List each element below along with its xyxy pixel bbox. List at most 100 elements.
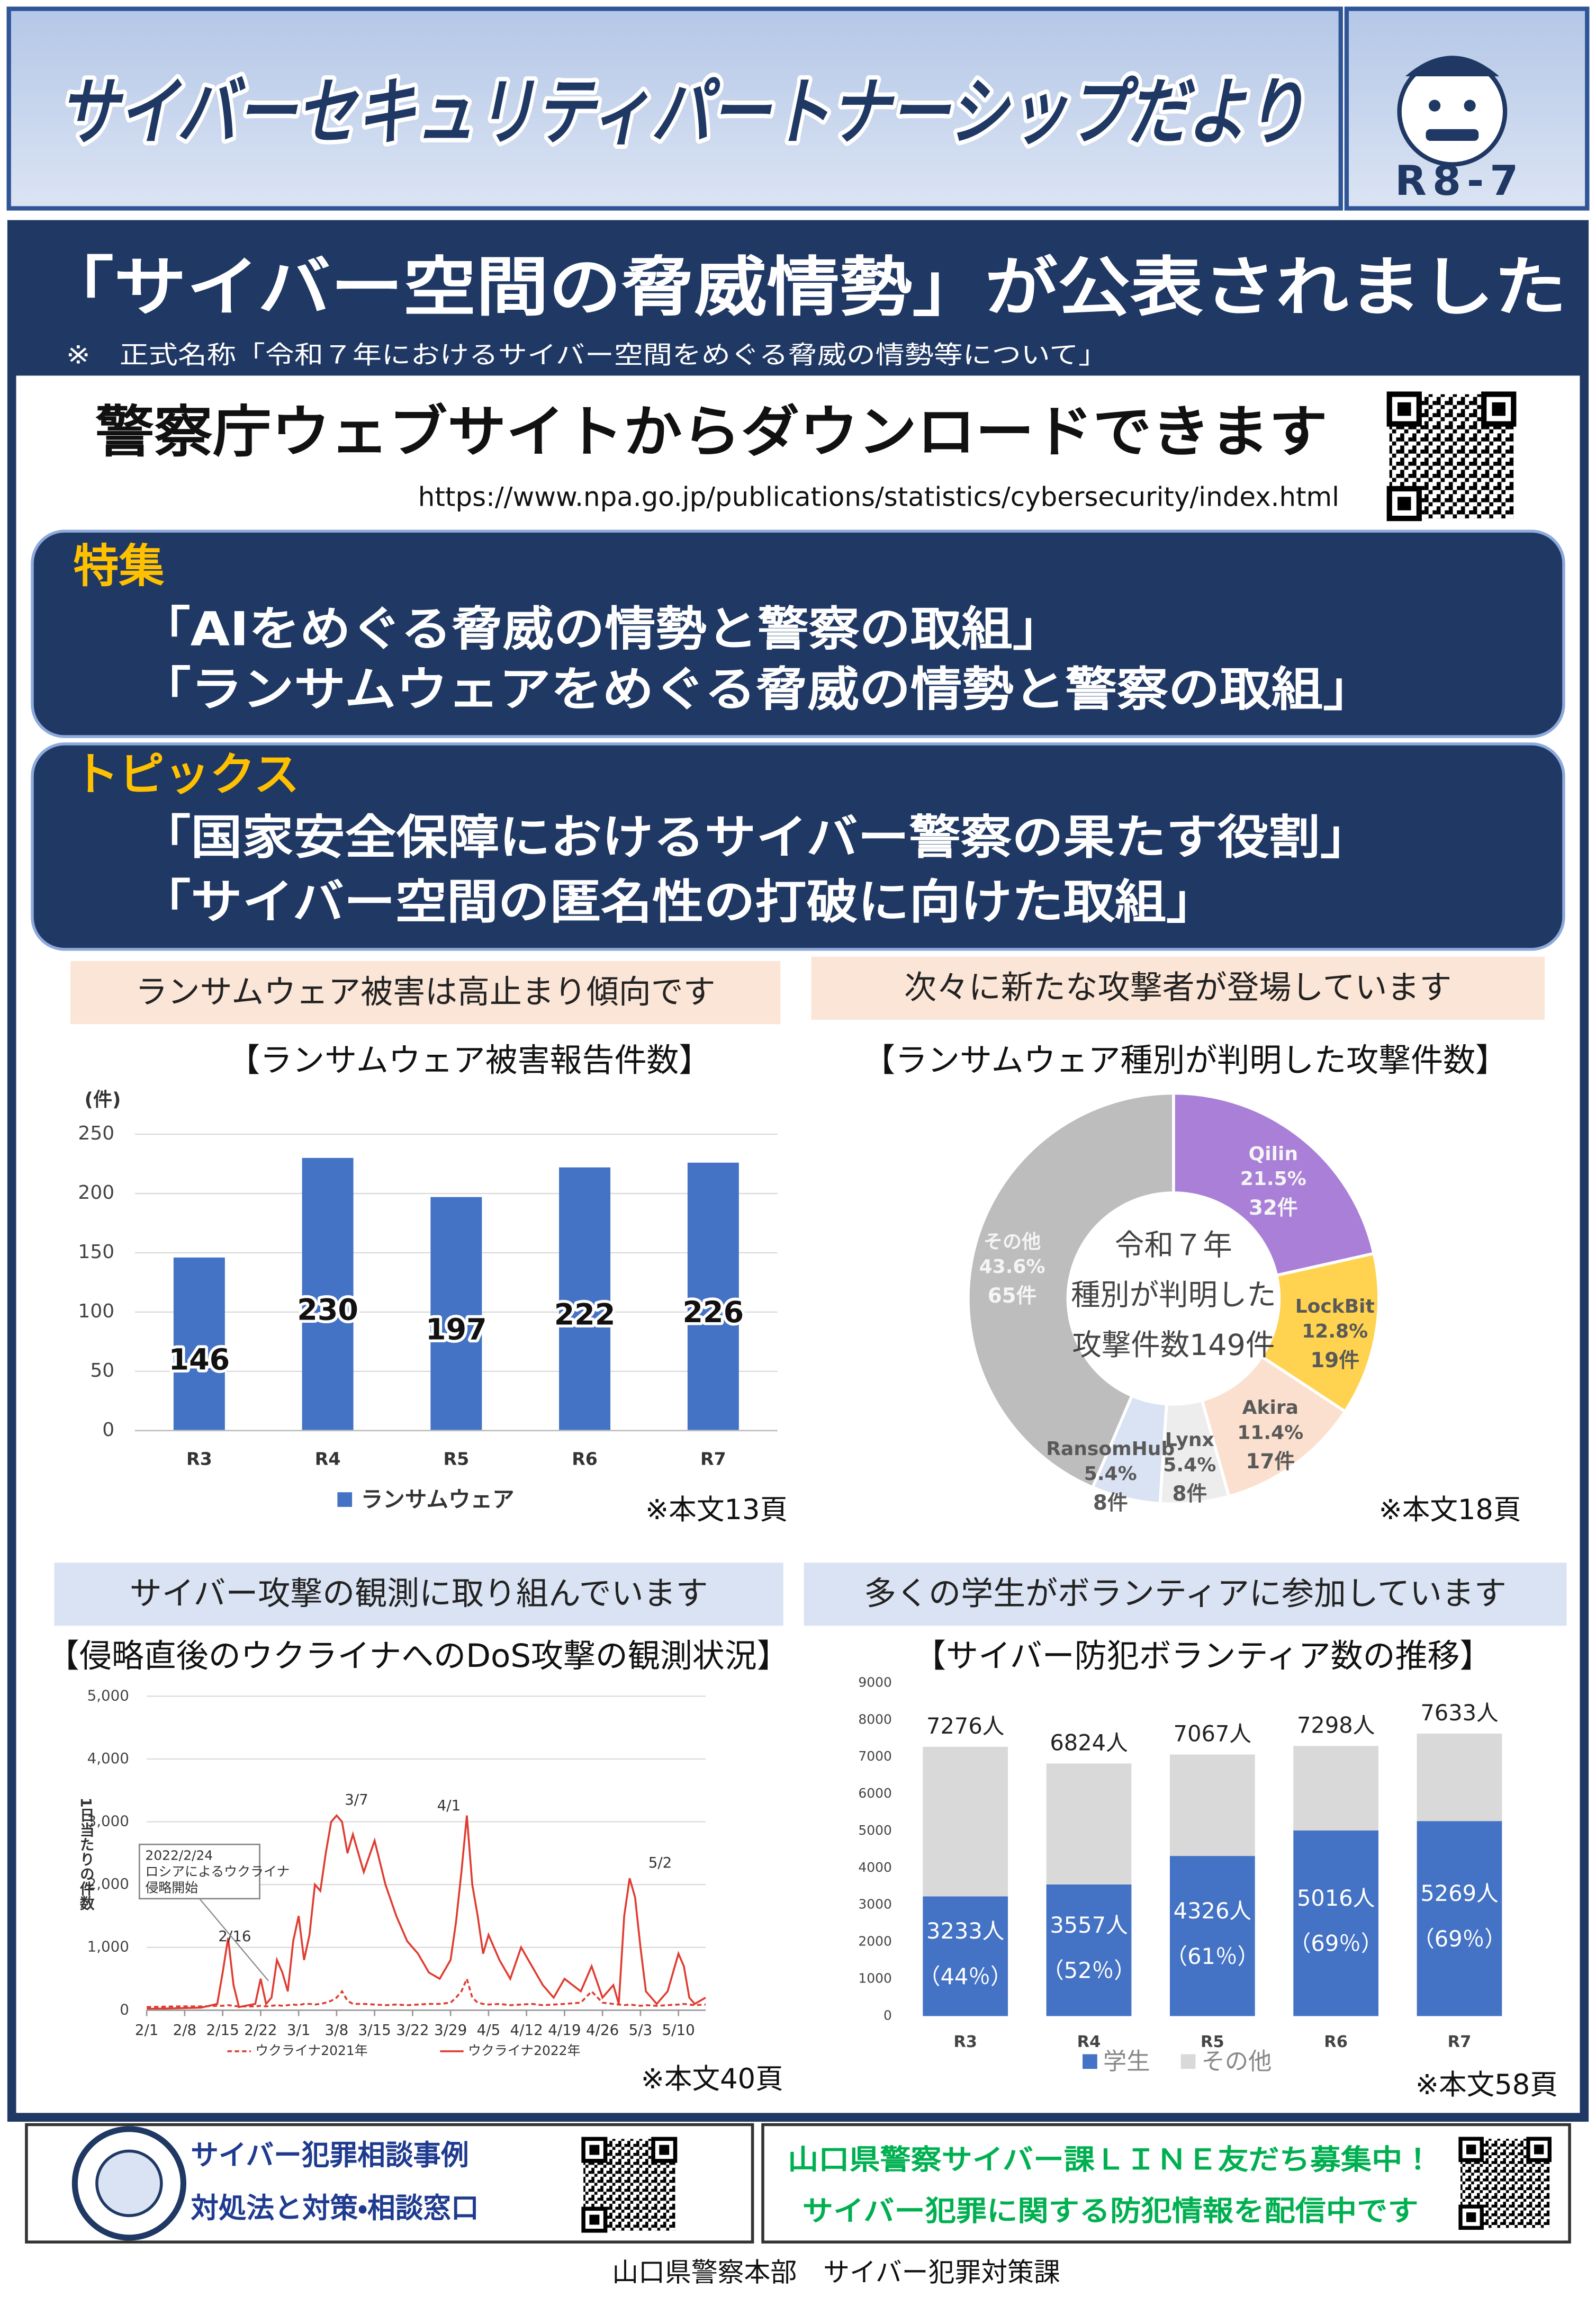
- legend-label: ウクライナ2022年: [468, 2043, 580, 2058]
- panel-heading-box: [70, 961, 781, 1025]
- mascot: [1397, 56, 1508, 167]
- y-tick-label: 150: [78, 1241, 114, 1263]
- panel-heading-box: [811, 956, 1545, 1020]
- bar-value-label: 222: [554, 1298, 616, 1332]
- y-axis-label: (件): [85, 1089, 121, 1110]
- slice-percent: 43.6%: [979, 1256, 1045, 1278]
- x-tick-label: R5: [1201, 2033, 1224, 2051]
- y-tick-label: 0: [883, 2007, 892, 2023]
- line-box: [761, 2123, 1571, 2244]
- bar: [687, 1162, 739, 1431]
- panel-reference: ※本文40頁: [641, 2063, 783, 2095]
- x-tick-label: 2/15: [206, 2021, 239, 2039]
- callout-text: 2022/2/24: [145, 1847, 213, 1863]
- y-tick-label: 3,000: [87, 1813, 129, 1830]
- segment-label: 4326人: [1174, 1898, 1251, 1924]
- panel-reference: ※本文58頁: [1415, 2069, 1558, 2101]
- bar-value-label: 226: [683, 1296, 744, 1330]
- callout-text: 侵略開始: [145, 1880, 198, 1895]
- header-box: [6, 6, 1343, 211]
- mascot-eye: [1429, 100, 1441, 112]
- x-tick-label: 5/3: [629, 2021, 653, 2039]
- mascot-belt: [1426, 129, 1479, 141]
- x-tick-label: R7: [700, 1449, 726, 1469]
- bar-segment: [1293, 1830, 1379, 2016]
- x-tick-label: R3: [186, 1449, 212, 1469]
- y-axis-label: 1日当たりの件数: [77, 1798, 95, 1911]
- y-tick-label: 100: [78, 1300, 114, 1322]
- slice-label: その他: [984, 1231, 1041, 1253]
- x-tick-label: 4/5: [477, 2021, 501, 2039]
- donut-slice: [967, 1091, 1175, 1490]
- legend-label: その他: [1202, 2048, 1272, 2075]
- y-tick-label: 0: [120, 2000, 129, 2018]
- headline-band: [12, 224, 1584, 376]
- x-tick-label: 2/22: [244, 2021, 277, 2039]
- slice-count: 8件: [1172, 1482, 1207, 1506]
- total-label: 7276人: [926, 1713, 1004, 1739]
- donut-slice: [1172, 1091, 1376, 1277]
- bar-segment: [1169, 1754, 1255, 1856]
- x-tick-label: 3/15: [358, 2021, 391, 2039]
- download-title: 警察庁ウェブサイトからダウンロードできます: [95, 399, 1328, 464]
- bar-segment: [1169, 1856, 1255, 2016]
- slice-label: Lynx: [1165, 1429, 1214, 1451]
- segment-share: （69％）: [1289, 1931, 1383, 1957]
- peak-annotation: 2/16: [218, 1927, 251, 1945]
- bar-value-label: 146: [169, 1343, 230, 1377]
- segment-share: （44％）: [918, 1963, 1013, 1989]
- y-tick-label: 4000: [858, 1860, 891, 1875]
- x-tick-label: 2/1: [135, 2021, 159, 2039]
- bar-segment: [1046, 1763, 1132, 1885]
- x-tick-label: 4/26: [586, 2021, 619, 2039]
- segment-share: （61％）: [1166, 1943, 1260, 1969]
- total-label: 7067人: [1174, 1720, 1251, 1746]
- download-url: https://www.npa.go.jp/publications/stati…: [418, 482, 1339, 513]
- headline-note: ※ 正式名称「令和７年におけるサイバー空間をめぐる脅威の情勢等について」: [66, 340, 1107, 370]
- line-text: 山口県警察サイバー課ＬＩＮＥ友だち募集中！: [788, 2143, 1433, 2176]
- total-label: 7633人: [1420, 1700, 1498, 1726]
- line-series: [147, 1814, 706, 2010]
- panel-heading: ランサムウェア被害は高止まり傾向です: [136, 973, 716, 1011]
- segment-share: （69％）: [1412, 1926, 1507, 1952]
- y-tick-label: 2,000: [87, 1875, 129, 1892]
- y-tick-label: 8000: [858, 1711, 891, 1727]
- x-tick-label: 3/8: [325, 2021, 349, 2039]
- panel-heading-box: [54, 1563, 783, 1626]
- slice-label: Qilin: [1249, 1143, 1298, 1165]
- donut-slice: [1259, 1251, 1381, 1414]
- header-title: サイバーセキュリティパートナーシップだより: [59, 69, 1305, 155]
- peak-annotation: 4/1: [437, 1797, 461, 1814]
- bar-segment: [1417, 1733, 1502, 1822]
- y-tick-label: 1,000: [87, 1938, 129, 1955]
- topics-box: [31, 742, 1565, 951]
- x-tick-label: 4/12: [510, 2021, 543, 2039]
- y-tick-label: 200: [78, 1182, 114, 1204]
- slice-percent: 11.4%: [1237, 1422, 1303, 1443]
- y-tick-label: 250: [78, 1123, 114, 1144]
- chart-title: 【侵略直後のウクライナへのDoS攻撃の観測状況】: [47, 1637, 789, 1675]
- bar: [302, 1158, 354, 1431]
- panel-heading-box: [804, 1563, 1567, 1626]
- segment-label: 5269人: [1420, 1880, 1498, 1906]
- slice-count: 19件: [1310, 1349, 1359, 1372]
- bar-segment: [1417, 1821, 1502, 2016]
- segment-label: 3557人: [1050, 1912, 1128, 1938]
- slice-count: 65件: [988, 1284, 1037, 1308]
- features-box: [31, 530, 1565, 738]
- y-tick-label: 7000: [858, 1748, 891, 1764]
- x-tick-label: R4: [315, 1449, 341, 1469]
- chart-title: 【ランサムウェア被害報告件数】: [228, 1042, 711, 1079]
- slice-count: 8件: [1093, 1491, 1128, 1515]
- segment-label: 5016人: [1297, 1885, 1375, 1911]
- x-tick-label: R3: [953, 2033, 977, 2051]
- y-tick-label: 3000: [858, 1897, 891, 1912]
- legend-swatch: [1083, 2054, 1097, 2069]
- issuer: 山口県警察本部 サイバー犯罪対策課: [612, 2257, 1060, 2288]
- total-label: 7298人: [1297, 1712, 1375, 1738]
- x-tick-label: R6: [1324, 2033, 1348, 2051]
- mascot-eye: [1464, 100, 1476, 112]
- x-tick-label: 3/1: [287, 2021, 311, 2039]
- bar-value-label: 197: [426, 1313, 487, 1347]
